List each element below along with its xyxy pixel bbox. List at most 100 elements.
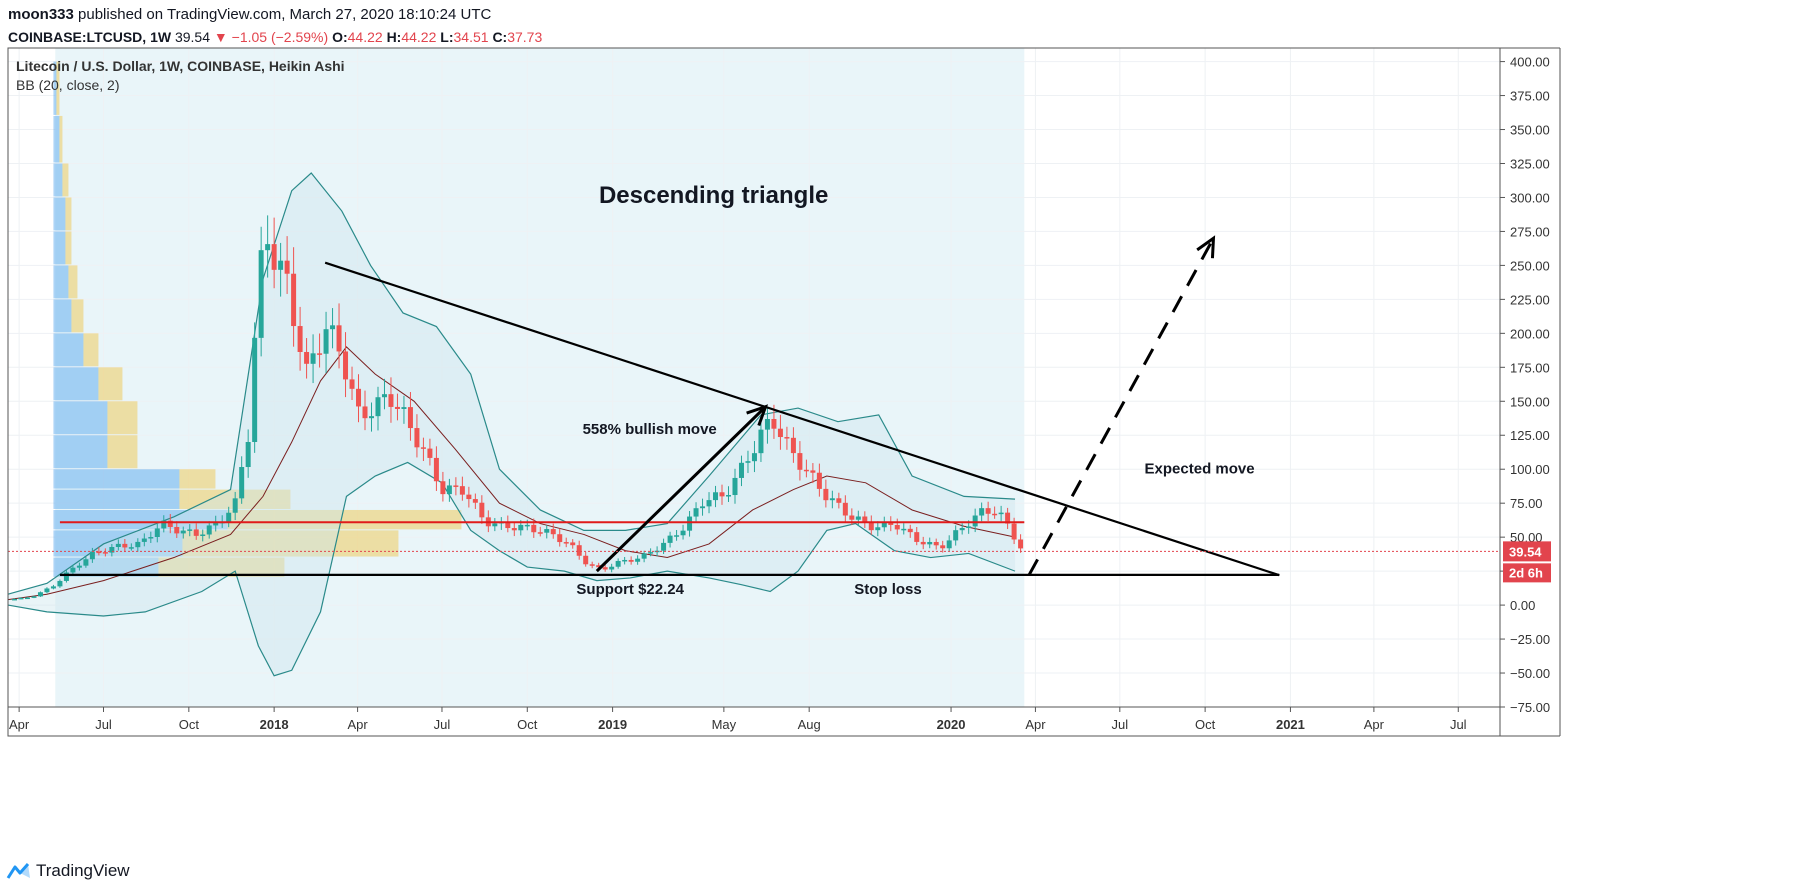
volume-profile-up-bar: [53, 509, 228, 530]
x-tick-label: Jul: [1112, 717, 1129, 732]
candle-body: [894, 524, 900, 530]
candle-body: [966, 526, 972, 529]
candle-body: [154, 528, 160, 538]
symbol-name[interactable]: COINBASE:LTCUSD,: [8, 29, 147, 45]
candle-body: [985, 508, 991, 514]
open-value: 44.22: [347, 29, 383, 45]
volume-profile-up-bar: [53, 367, 99, 401]
candle-body: [784, 437, 790, 439]
candle-body: [855, 516, 861, 520]
x-tick-label: Oct: [179, 717, 200, 732]
x-tick-label: Apr: [1364, 717, 1385, 732]
candle-body: [492, 523, 498, 527]
bollinger-lower-band: [7, 461, 1016, 677]
candle-body: [63, 572, 69, 581]
candle-body: [239, 467, 245, 499]
high-value: 44.22: [401, 29, 437, 45]
y-tick-label: 375.00: [1510, 89, 1550, 104]
candle-body: [258, 250, 264, 338]
candle-body: [700, 506, 706, 509]
volume-profile-down-bar: [59, 115, 63, 163]
candle-body: [687, 516, 693, 531]
candle-body: [128, 547, 134, 549]
candle-body: [336, 325, 342, 352]
candle-body: [1011, 523, 1017, 540]
volume-profile-up-bar: [53, 333, 84, 367]
candle-body: [401, 407, 407, 409]
candle-body: [407, 407, 413, 429]
volume-profile-up-bar: [53, 557, 159, 577]
tradingview-logo[interactable]: TradingView: [6, 861, 130, 881]
candle-body: [576, 545, 582, 556]
candle-body: [888, 521, 894, 525]
candle-body: [674, 535, 680, 537]
volume-profile-up-bar: [53, 469, 180, 489]
volume-profile-up-bar: [53, 231, 66, 265]
candle-body: [76, 565, 82, 568]
brand-name: TradingView: [36, 861, 130, 880]
candle-body: [725, 495, 731, 497]
candle-body: [89, 551, 95, 560]
candle-body: [518, 524, 524, 531]
bullish-arrow-head-icon: [746, 404, 769, 427]
candle-body: [180, 530, 186, 534]
candle-body: [200, 534, 206, 536]
candle-body: [381, 394, 387, 398]
candle-body: [758, 429, 764, 454]
candle-body: [823, 488, 829, 501]
volume-profile-down-bar: [68, 265, 78, 299]
annotation-text: Expected move: [1145, 460, 1255, 477]
y-tick-label: 250.00: [1510, 258, 1550, 273]
x-tick-label: May: [712, 717, 737, 732]
volume-profile-down-bar: [71, 299, 84, 333]
annotation-text: 558% bullish move: [583, 421, 717, 438]
candle-body: [829, 498, 835, 501]
annotation-text: Descending triangle: [599, 182, 828, 209]
candle-body: [537, 532, 543, 534]
candle-body: [388, 394, 394, 407]
candle-body: [868, 521, 874, 531]
candle-body: [680, 530, 686, 536]
shaded-region: [55, 48, 1025, 707]
candle-body: [141, 538, 147, 542]
candle-body: [706, 500, 712, 507]
candle-body: [531, 524, 537, 533]
candle-body: [745, 461, 751, 463]
candle-body: [304, 351, 310, 364]
candle-body: [992, 513, 998, 516]
candle-body: [661, 542, 667, 551]
low-label: L:: [440, 29, 454, 45]
candle-body: [50, 586, 56, 589]
candle-body: [693, 508, 699, 517]
expected-move-arrow: [1027, 237, 1215, 576]
candle-body: [505, 521, 511, 529]
candle-body: [83, 559, 89, 566]
candle-body: [972, 515, 978, 527]
candle-body: [589, 564, 595, 566]
last-price-tag-label: 39.54: [1509, 544, 1542, 559]
candle-body: [713, 492, 719, 501]
candle-body: [226, 512, 232, 522]
candle-body: [732, 477, 738, 496]
candle-body: [524, 524, 530, 527]
candle-body: [310, 353, 316, 364]
y-tick-label: 150.00: [1510, 394, 1550, 409]
candle-body: [641, 553, 647, 559]
candle-body: [466, 494, 472, 500]
candle-body: [323, 329, 329, 354]
candle-body: [265, 244, 271, 251]
close-value: 37.73: [507, 29, 543, 45]
author-name[interactable]: moon333: [8, 6, 74, 23]
candle-body: [375, 397, 381, 417]
y-tick-label: 400.00: [1510, 55, 1550, 70]
expected-arrow-head-icon: [1196, 235, 1216, 259]
candle-body: [764, 419, 770, 430]
candle-body: [544, 529, 550, 533]
candle-body: [252, 337, 258, 443]
candle-body: [362, 406, 368, 419]
last-price-tag: [1503, 541, 1551, 562]
last-price: 39.54: [174, 29, 211, 45]
candle-body: [901, 528, 907, 531]
volume-profile-down-bar: [65, 231, 72, 265]
